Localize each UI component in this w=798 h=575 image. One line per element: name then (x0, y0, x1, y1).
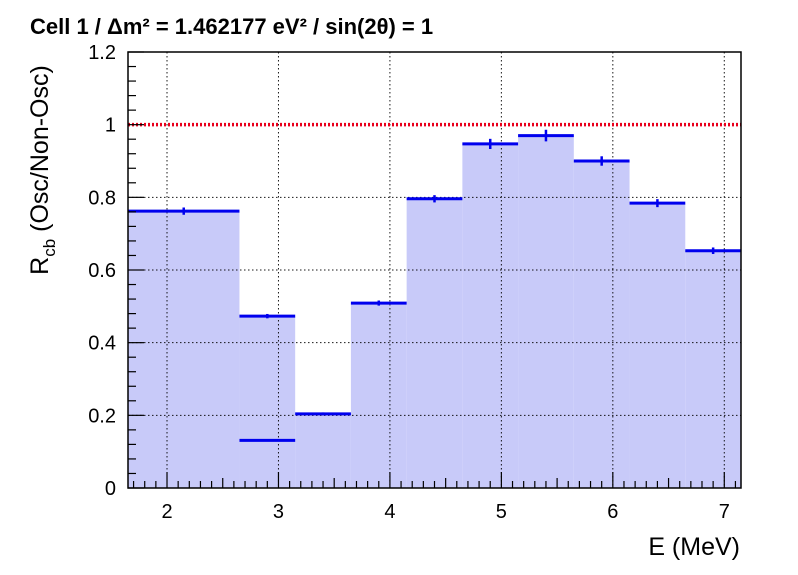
x-tick-label-4: 4 (384, 501, 395, 523)
x-tick-label-7: 7 (719, 501, 730, 523)
bin-fill-10 (685, 250, 741, 488)
bin-fill-3 (295, 413, 351, 488)
y-tick-label-1: 0.2 (88, 405, 116, 427)
x-axis-title: E (MeV) (648, 533, 740, 561)
x-tick-label-5: 5 (496, 501, 507, 523)
x-tick-label-3: 3 (273, 501, 284, 523)
y-tick-label-3: 0.6 (88, 260, 116, 282)
y-axis-title-rest: (Osc/Non-Osc) (26, 65, 54, 239)
bin-fill-9 (629, 203, 686, 488)
bin-fill-7 (518, 135, 574, 488)
bin-fill-5 (406, 198, 463, 488)
x-tick-label-6: 6 (607, 501, 618, 523)
bin-fill-8 (573, 161, 630, 488)
y-axis-title-main: R (26, 257, 54, 275)
bin-fill-4 (350, 303, 407, 488)
y-tick-label-4: 0.8 (88, 187, 116, 209)
y-tick-label-6: 1.2 (88, 42, 116, 64)
y-tick-label-2: 0.4 (88, 333, 116, 355)
chart-title: Cell 1 / Δm² = 1.462177 eV² / sin(2θ) = … (30, 14, 433, 39)
x-tick-label-2: 2 (161, 501, 172, 523)
y-tick-label-0: 0 (105, 478, 116, 500)
bin-fill-6 (462, 143, 519, 488)
bin-fill-2 (239, 440, 296, 488)
y-axis-title: Rcb (Osc/Non-Osc) (26, 65, 59, 275)
y-tick-label-5: 1 (105, 115, 116, 137)
bin-fill-0 (128, 211, 240, 488)
y-axis-title-sub: cb (40, 239, 59, 257)
plot-area: 2 3 4 5 6 7 0 0.2 0.4 0.6 0.8 1 1.2 (88, 42, 742, 523)
